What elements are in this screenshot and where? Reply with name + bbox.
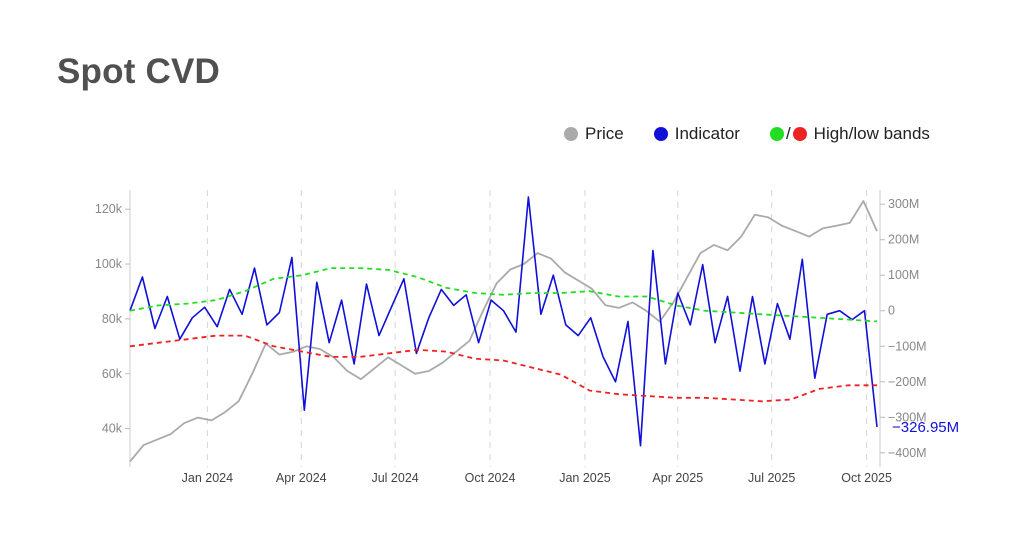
right-tick-label: 300M xyxy=(888,197,919,211)
right-tick-label: −200M xyxy=(888,375,927,389)
high-band-line xyxy=(129,267,878,323)
left-tick-label: 40k xyxy=(102,422,123,436)
left-tick-label: 120k xyxy=(95,202,123,216)
page-title: Spot CVD xyxy=(57,52,220,91)
right-tick-label: −100M xyxy=(888,339,927,353)
x-tick-label: Jan 2024 xyxy=(182,471,233,485)
right-tick-label: −400M xyxy=(888,446,927,460)
x-tick-label: Oct 2024 xyxy=(465,471,516,485)
x-tick-label: Jan 2025 xyxy=(559,471,610,485)
right-tick-label: 0 xyxy=(888,304,895,318)
x-tick-label: Jul 2025 xyxy=(748,471,795,485)
indicator-series-line xyxy=(129,196,878,447)
x-tick-label: Oct 2025 xyxy=(841,471,892,485)
legend-label-price: Price xyxy=(585,124,624,143)
high-band-legend-dot xyxy=(769,127,784,141)
right-tick-label: 100M xyxy=(888,268,919,282)
price-series-line xyxy=(129,200,878,463)
legend-label-bands: High/low bands xyxy=(813,124,930,143)
chart-legend: Price Indicator / High/low bands xyxy=(564,124,930,144)
legend-item-bands[interactable]: / High/low bands xyxy=(769,124,930,144)
legend-item-price[interactable]: Price xyxy=(564,124,624,144)
x-tick-label: Apr 2025 xyxy=(652,471,703,485)
low-band-line xyxy=(129,334,877,403)
left-tick-label: 100k xyxy=(95,257,123,271)
x-tick-label: Apr 2024 xyxy=(276,471,327,485)
indicator-legend-dot xyxy=(653,127,668,141)
legend-item-indicator[interactable]: Indicator xyxy=(653,124,740,144)
low-band-legend-dot xyxy=(792,127,807,141)
left-tick-label: 60k xyxy=(102,367,123,381)
legend-label-indicator: Indicator xyxy=(674,124,740,143)
left-tick-label: 80k xyxy=(102,312,123,326)
last-value-label: −326.95M xyxy=(892,419,959,436)
legend-slash: / xyxy=(785,124,791,143)
right-tick-label: 200M xyxy=(888,233,919,247)
right-tick-label: −300M xyxy=(888,410,927,424)
x-tick-label: Jul 2024 xyxy=(371,471,418,485)
price-legend-dot xyxy=(564,127,578,141)
